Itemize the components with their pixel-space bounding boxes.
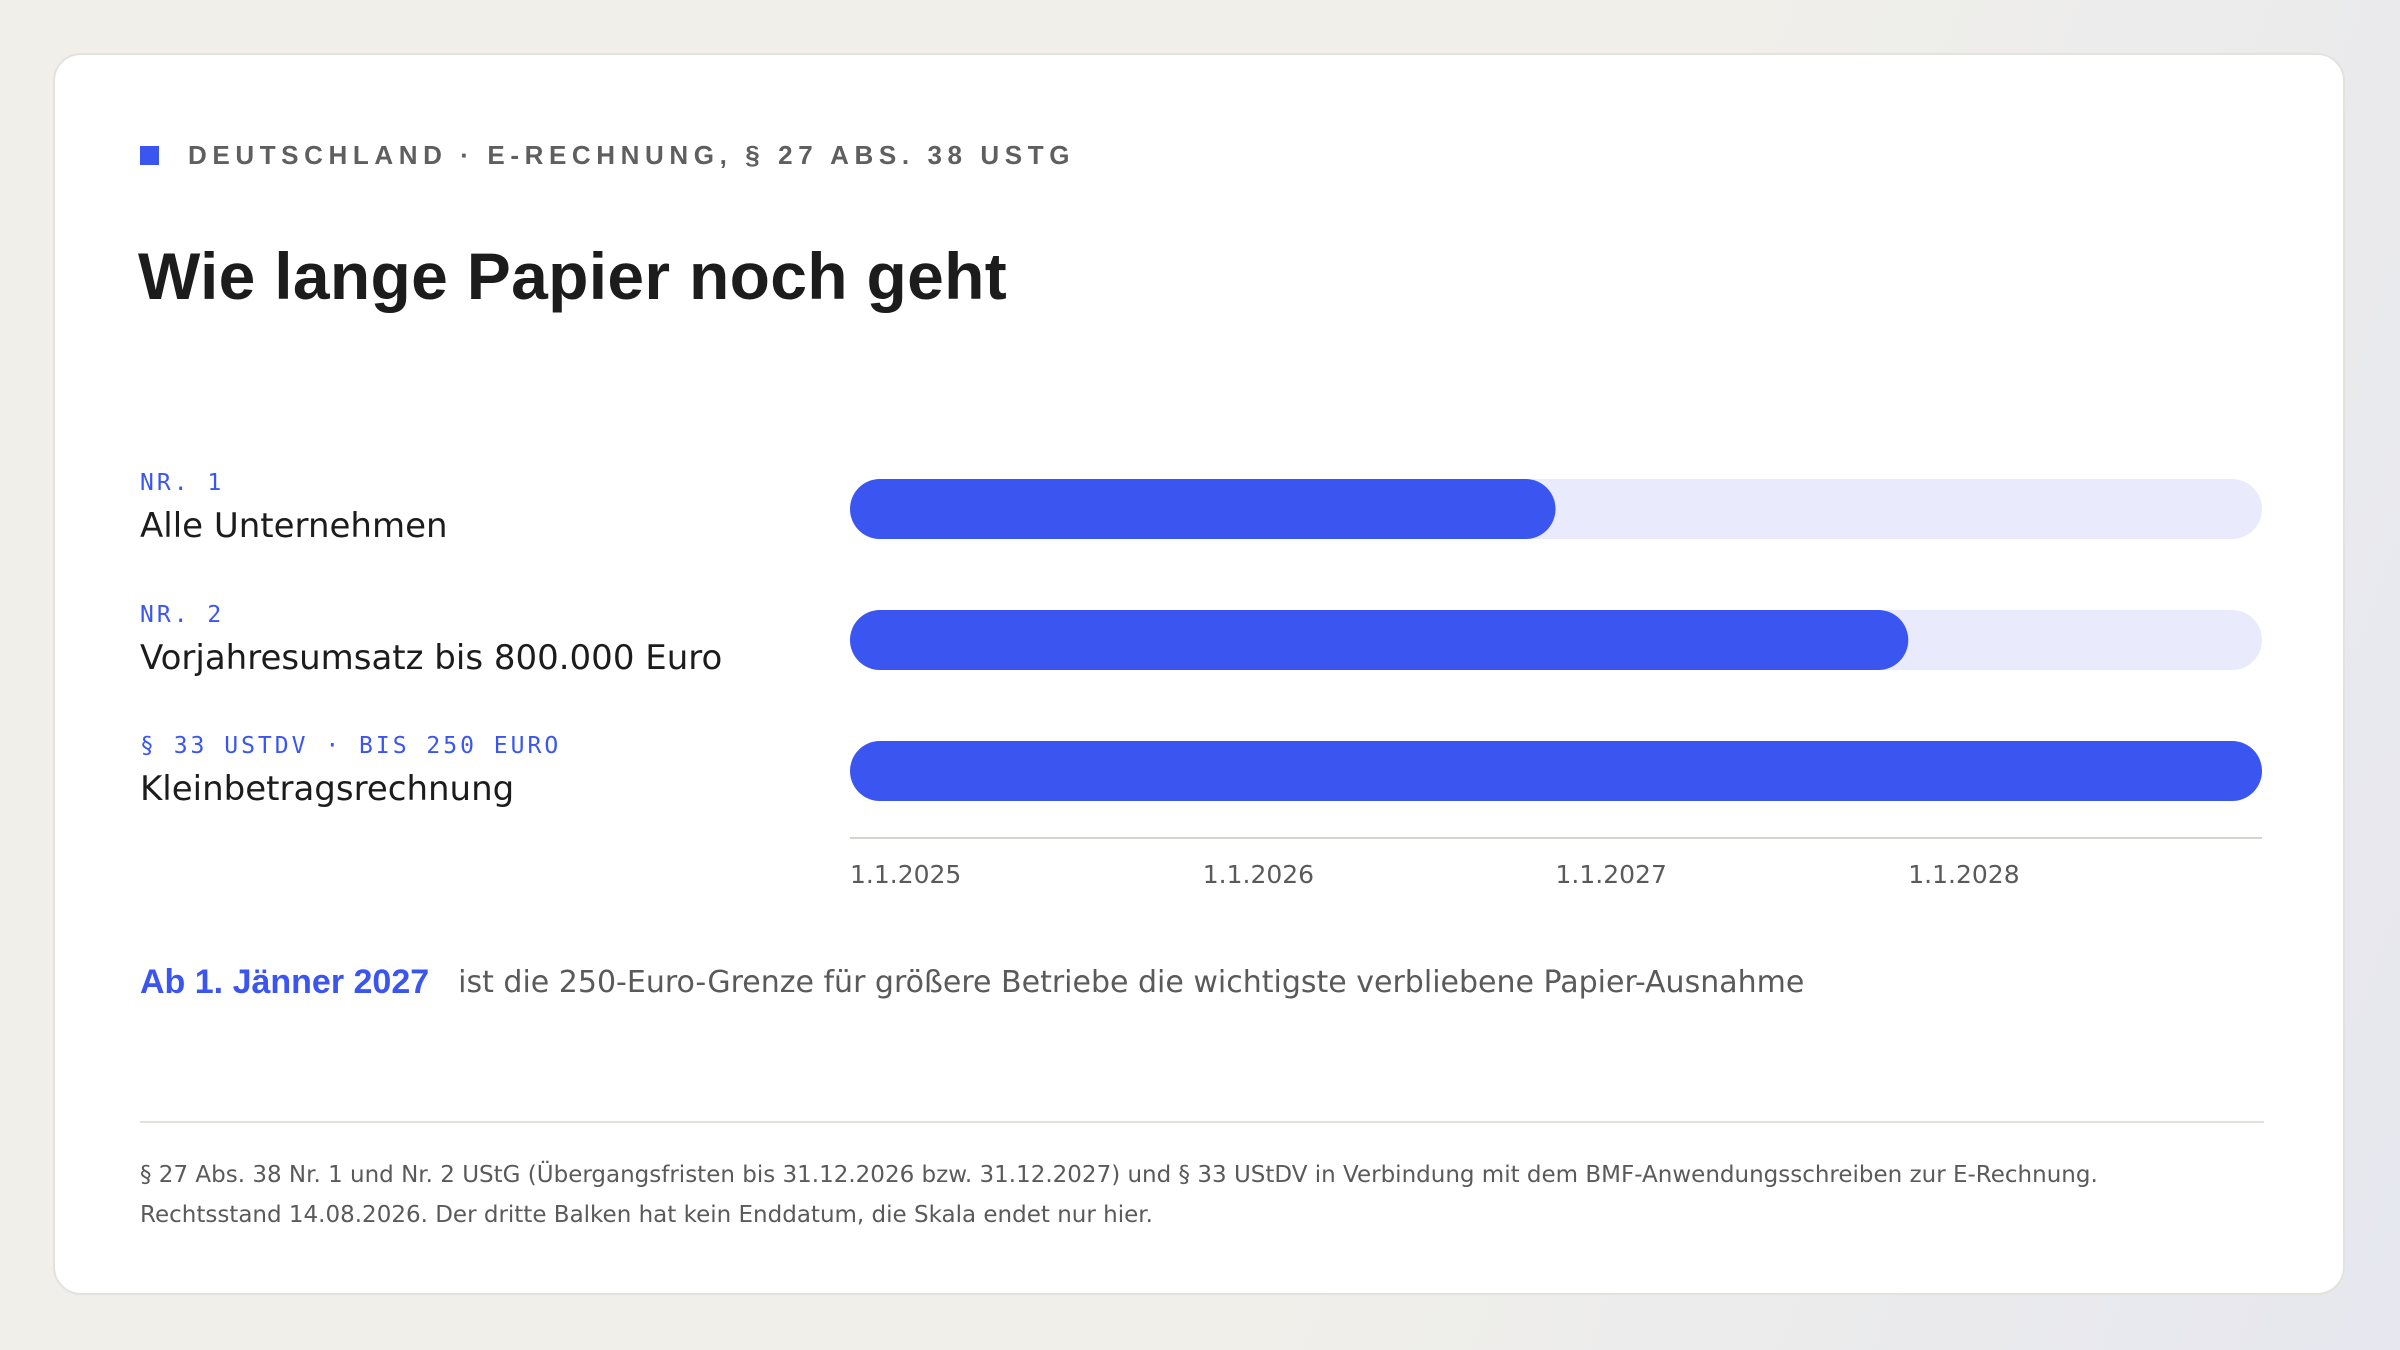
note-lead: Ab 1. Jänner 2027 — [140, 962, 430, 1001]
footnote: § 27 Abs. 38 Nr. 1 und Nr. 2 UStG (Überg… — [140, 1155, 2264, 1235]
bar-3 — [850, 741, 2262, 801]
timeline-chart: 1.1.2025 1.1.2026 1.1.2027 1.1.2028 — [850, 479, 2262, 889]
footnote-line-1: § 27 Abs. 38 Nr. 1 und Nr. 2 UStG (Überg… — [140, 1162, 2098, 1188]
eyebrow-text: DEUTSCHLAND · E-RECHNUNG, § 27 ABS. 38 U… — [188, 139, 1076, 170]
row-tag: NR. 1 — [140, 470, 225, 496]
bar-2 — [850, 610, 1909, 670]
row-name: Alle Unternehmen — [140, 506, 448, 546]
x-tick-label: 1.1.2026 — [1203, 860, 1314, 889]
row-label-3: § 33 USTDV · BIS 250 EURO Kleinbetragsre… — [140, 733, 562, 809]
chart-title: Wie lange Papier noch geht — [138, 239, 1008, 313]
row-name: Vorjahresumsatz bis 800.000 Euro — [140, 638, 723, 678]
x-tick-label: 1.1.2028 — [1908, 860, 2019, 889]
footnote-line-2: Rechtsstand 14.08.2026. Der dritte Balke… — [140, 1202, 1153, 1228]
divider — [140, 1121, 2264, 1123]
row-tag: NR. 2 — [140, 602, 225, 628]
row-label-2: NR. 2 Vorjahresumsatz bis 800.000 Euro — [140, 602, 723, 678]
x-tick-label: 1.1.2027 — [1556, 860, 1667, 889]
row-name: Kleinbetragsrechnung — [140, 769, 515, 809]
eyebrow: DEUTSCHLAND · E-RECHNUNG, § 27 ABS. 38 U… — [140, 135, 1075, 175]
note-text: ist die 250-Euro-Grenze für größere Betr… — [458, 964, 1805, 1000]
eyebrow-marker — [140, 145, 159, 165]
bar-1 — [850, 479, 1556, 539]
row-label-1: NR. 1 Alle Unternehmen — [140, 470, 448, 546]
row-tag: § 33 USTDV · BIS 250 EURO — [140, 733, 562, 759]
chart-card: DEUTSCHLAND · E-RECHNUNG, § 27 ABS. 38 U… — [53, 53, 2345, 1295]
x-tick-label: 1.1.2025 — [850, 860, 961, 889]
summary-note: Ab 1. Jänner 2027 ist die 250-Euro-Grenz… — [140, 957, 1804, 1007]
